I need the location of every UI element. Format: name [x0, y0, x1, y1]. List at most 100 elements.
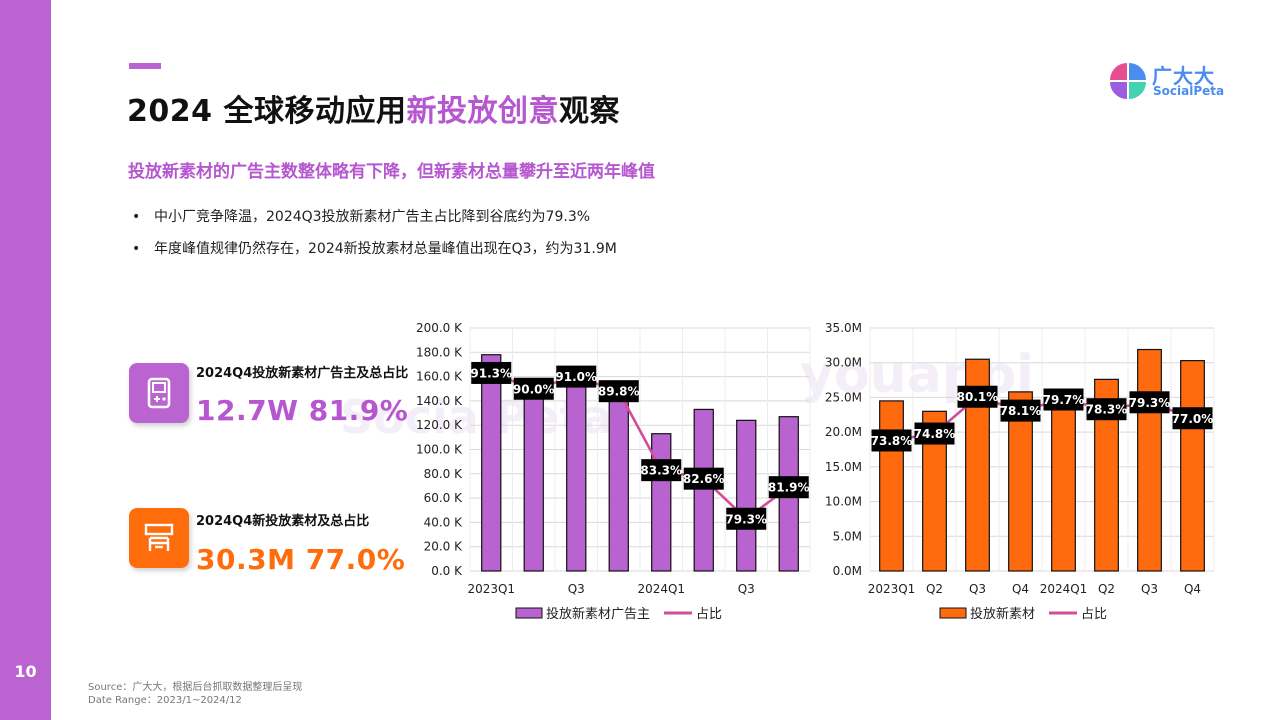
- title-prefix: 2024 全球移动应用: [127, 94, 407, 129]
- x-tick-label: 2023Q1: [868, 582, 916, 596]
- bar: [651, 433, 672, 572]
- data-label-box: [1043, 388, 1084, 411]
- y-tick-label: 20.0M: [825, 425, 862, 439]
- x-tick-label: Q4: [1184, 582, 1201, 596]
- bar: [523, 393, 544, 572]
- data-label-box: [1000, 399, 1041, 422]
- y-tick-label: 0.0 K: [431, 564, 463, 578]
- data-label-box: [957, 385, 998, 408]
- title-suffix: 观察: [558, 94, 620, 129]
- legend-bar-label: 投放新素材: [970, 606, 1035, 622]
- x-tick-label: Q4: [1012, 582, 1029, 596]
- x-tick-label: 2024Q1: [637, 582, 685, 596]
- ad-board-icon: [144, 523, 174, 551]
- data-label-box: [683, 467, 724, 490]
- data-label: 89.8%: [598, 385, 640, 399]
- kpi-creatives-icon-box: [129, 508, 189, 568]
- data-label: 78.1%: [1000, 404, 1042, 418]
- data-label-box: [641, 459, 682, 482]
- logo-en-text: SocialPeta: [1153, 84, 1225, 98]
- x-tick-label: Q3: [1141, 582, 1158, 596]
- y-tick-label: 100.0 K: [416, 443, 463, 457]
- y-tick-label: 80.0 K: [424, 467, 464, 481]
- bar: [922, 410, 947, 572]
- x-tick-label: Q3: [738, 582, 755, 596]
- data-label-box: [556, 365, 597, 388]
- legend-line-label: 占比: [696, 607, 722, 622]
- legend-bar-swatch: [939, 607, 967, 619]
- data-label: 81.9%: [768, 481, 810, 495]
- x-tick-label: Q3: [969, 582, 986, 596]
- x-tick-label: Q2: [1098, 582, 1115, 596]
- x-tick-label: 2023Q1: [467, 582, 515, 596]
- kpi-advertisers-value: 12.7W 81.9%: [196, 394, 409, 427]
- y-tick-label: 25.0M: [825, 390, 862, 404]
- bar: [566, 380, 587, 572]
- bar: [608, 380, 629, 572]
- bar: [1137, 348, 1162, 572]
- creatives-combo-chart: 0.0M 5.0M 10.0M 15.0M 20.0M 25.0M 30.0M 35.0M 20…: [825, 321, 1215, 622]
- footer-source: Source：广大大，根据后台抓取数据整理后呈现: [88, 682, 303, 693]
- data-label: 83.3%: [640, 464, 682, 478]
- data-label: 79.7%: [1043, 393, 1085, 407]
- bullet-list: 中小厂竞争降温，2024Q3投放新素材广告主占比降到谷底约为79.3% 年度峰值…: [130, 207, 617, 271]
- data-label-box: [513, 377, 554, 400]
- page-number: 10: [14, 662, 37, 681]
- x-tick-label: Q3: [568, 582, 585, 596]
- bar: [1051, 391, 1076, 572]
- advertisers-combo-chart: 0.0 K 20.0 K 40.0 K 60.0 K 80.0 K 100.0 K 120.…: [416, 321, 811, 622]
- bar: [693, 408, 714, 572]
- bar: [1180, 360, 1205, 572]
- bar: [736, 419, 757, 572]
- kpi-creatives-value: 30.3M 77.0%: [196, 543, 406, 576]
- data-label: 82.6%: [683, 472, 725, 486]
- y-tick-label: 35.0M: [825, 321, 862, 335]
- data-label: 79.3%: [725, 512, 767, 526]
- y-tick-label: 10.0M: [825, 495, 862, 509]
- y-tick-label: 15.0M: [825, 460, 862, 474]
- bullet-item: 年度峰值规律仍然存在，2024新投放素材总量峰值出现在Q3，约为31.9M: [130, 239, 617, 271]
- kpi-advertisers-label: 2024Q4投放新素材广告主及总占比: [196, 366, 409, 381]
- title-accent-dash: [129, 63, 161, 69]
- bar: [965, 358, 990, 572]
- y-tick-label: 60.0 K: [424, 491, 464, 505]
- data-label: 79.3%: [1129, 396, 1171, 410]
- data-label-box: [726, 507, 767, 530]
- y-tick-label: 200.0 K: [416, 321, 463, 335]
- y-tick-label: 0.0M: [833, 564, 862, 578]
- data-label: 77.0%: [1172, 412, 1214, 426]
- title-highlight: 新投放创意: [406, 94, 559, 129]
- bar: [1008, 391, 1033, 572]
- bar: [1094, 378, 1119, 572]
- data-label-box: [598, 380, 639, 403]
- data-label-box: [1129, 391, 1170, 414]
- bar: [481, 354, 502, 572]
- y-tick-label: 160.0 K: [416, 370, 463, 384]
- data-label: 73.8%: [871, 434, 913, 448]
- kpi-creatives-label: 2024Q4新投放素材及总占比: [196, 514, 370, 529]
- kpi-advertisers-icon-box: [129, 363, 189, 423]
- data-label: 78.3%: [1086, 403, 1128, 417]
- y-tick-label: 5.0M: [833, 529, 862, 543]
- x-tick-label: Q2: [926, 582, 943, 596]
- page-title: 2024 全球移动应用新投放创意观察: [127, 86, 620, 130]
- y-tick-label: 30.0M: [825, 356, 862, 370]
- legend-bar-label: 投放新素材广告主: [546, 606, 650, 622]
- data-label-box: [871, 429, 912, 452]
- data-label: 91.3%: [470, 366, 512, 380]
- y-tick-label: 20.0 K: [424, 540, 464, 554]
- y-tick-label: 180.0 K: [416, 345, 463, 359]
- y-tick-label: 140.0 K: [416, 394, 463, 408]
- data-label-box: [1172, 407, 1213, 430]
- data-label: 74.8%: [914, 427, 956, 441]
- legend-line-label: 占比: [1081, 607, 1107, 622]
- y-tick-label: 120.0 K: [416, 418, 463, 432]
- data-label: 90.0%: [513, 382, 555, 396]
- data-label: 80.1%: [957, 390, 999, 404]
- section-subtitle: 投放新素材的广告主数整体略有下降，但新素材总量攀升至近两年峰值: [128, 162, 655, 182]
- game-controller-icon: [147, 377, 171, 409]
- data-label-box: [1086, 398, 1127, 421]
- bar: [879, 400, 904, 572]
- bullet-item: 中小厂竞争降温，2024Q3投放新素材广告主占比降到谷底约为79.3%: [130, 207, 617, 239]
- footer-note: Source：广大大，根据后台抓取数据整理后呈现 Date Range：2023…: [88, 681, 302, 707]
